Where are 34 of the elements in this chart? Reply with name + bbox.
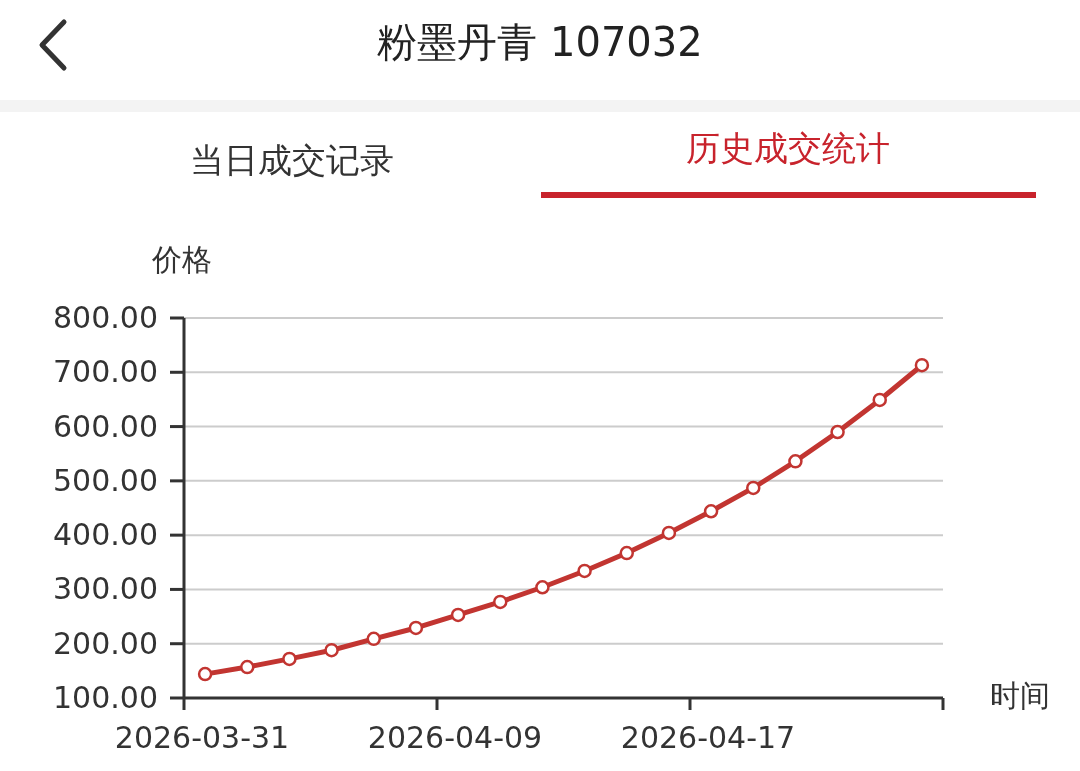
x-tick-label: 2026-04-17 xyxy=(620,720,796,755)
text: 当日成交记录 xyxy=(190,140,394,180)
point xyxy=(872,392,887,408)
y-tick-label: 800.00 xyxy=(53,300,158,335)
y-tick-label: 600.00 xyxy=(53,408,158,444)
point xyxy=(282,651,297,667)
point xyxy=(240,659,255,675)
point xyxy=(197,666,213,682)
point xyxy=(535,580,550,595)
x-axis-title: 时间 xyxy=(990,678,1050,713)
y-tick-label: 200.00 xyxy=(53,625,158,661)
y-tick-label: 300.00 xyxy=(53,571,158,607)
point xyxy=(493,594,508,610)
y-tick-label: 500.00 xyxy=(53,462,158,498)
point xyxy=(408,620,424,636)
y-tick-label: 700.00 xyxy=(53,354,158,390)
x-tick-label: 2026-04-09 xyxy=(367,720,543,755)
text: 历史成交统计 xyxy=(686,128,890,168)
y-axis-title: 价格 xyxy=(151,242,212,277)
x-tick-label: 2026-03-31 xyxy=(114,720,290,755)
y-tick-label: 100.00 xyxy=(53,680,158,715)
point xyxy=(366,631,381,647)
chart-title: 粉墨丹青 107032 xyxy=(377,19,703,65)
point xyxy=(914,357,930,373)
point xyxy=(577,563,592,579)
point xyxy=(830,424,845,440)
point xyxy=(450,607,466,623)
y-tick-label: 400.00 xyxy=(53,517,158,553)
point xyxy=(324,642,339,658)
point xyxy=(746,480,761,496)
point xyxy=(661,525,677,541)
point xyxy=(788,454,803,469)
point xyxy=(703,504,719,519)
point xyxy=(619,545,634,561)
